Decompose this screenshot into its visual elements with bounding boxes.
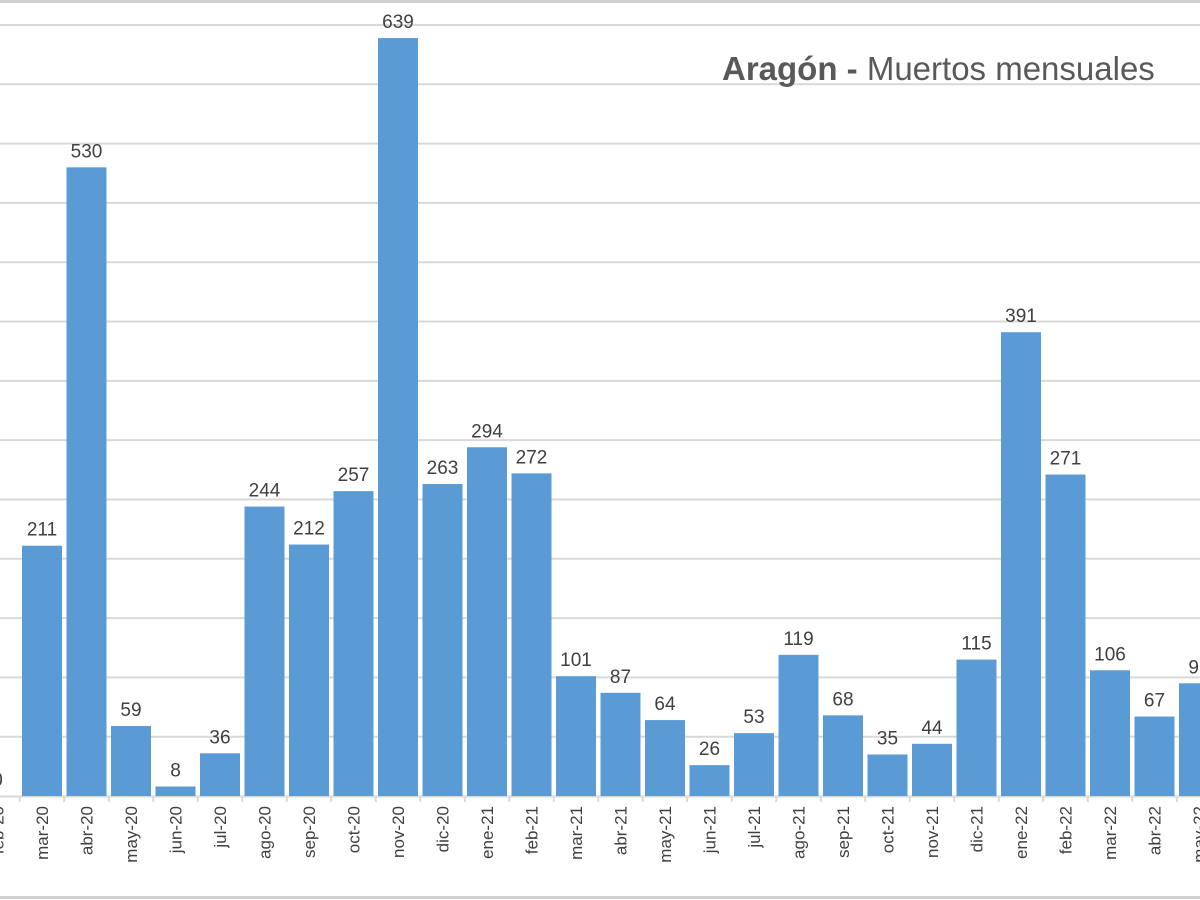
chart-title-bold: Aragón - <box>722 50 858 87</box>
data-label: 257 <box>338 465 370 486</box>
bar-mar-20 <box>22 545 62 796</box>
bar-nov-20 <box>378 38 418 797</box>
x-tick-label: sep-21 <box>834 806 853 858</box>
data-label: 87 <box>610 667 631 688</box>
x-tick-label: may-22 <box>1190 806 1200 863</box>
bar-nov-21 <box>912 743 952 796</box>
data-label: 64 <box>654 694 676 715</box>
data-label: 44 <box>921 718 943 739</box>
x-tick-label: abr-21 <box>612 806 631 855</box>
x-tick-label: mar-20 <box>33 806 52 860</box>
data-label: 119 <box>783 629 813 650</box>
bar-ene-21 <box>467 447 507 796</box>
data-label: 263 <box>427 458 459 479</box>
x-tick-labels: feb-20 mar-20 abr-20 may-20 jun-20 jul-20 ago-… <box>0 806 1200 863</box>
data-label: 68 <box>832 689 853 710</box>
data-label: 391 <box>1005 306 1037 327</box>
x-tick-label: sep-20 <box>300 806 319 858</box>
data-label: 35 <box>877 728 898 749</box>
data-label: 59 <box>120 700 141 721</box>
chart-title-rest: Muertos mensuales <box>858 50 1155 87</box>
bar-sep-20 <box>289 544 329 796</box>
bar-may-21 <box>645 720 685 796</box>
x-tick-label: nov-20 <box>389 806 408 858</box>
x-tick-label: abr-22 <box>1146 806 1165 855</box>
data-label: 0 <box>0 770 3 791</box>
data-label: 67 <box>1144 691 1165 712</box>
bar-may-22 <box>1179 683 1200 796</box>
data-label: 101 <box>560 650 592 671</box>
data-label: 115 <box>961 634 991 655</box>
bars <box>22 38 1200 797</box>
bar-dic-20 <box>422 484 463 796</box>
x-tick-label: mar-22 <box>1101 806 1120 860</box>
data-label: 212 <box>293 519 325 540</box>
data-label: 211 <box>27 520 57 541</box>
x-tick-label: dic-20 <box>434 806 453 852</box>
x-tick-label: dic-21 <box>968 806 987 852</box>
bar-abr-22 <box>1134 716 1175 796</box>
bar-jul-21 <box>734 733 774 796</box>
data-label: 95 <box>1188 657 1200 678</box>
x-tick-label: ene-21 <box>478 806 497 859</box>
bar-dic-21 <box>956 659 997 796</box>
bar-oct-20 <box>333 491 374 796</box>
data-label: 106 <box>1094 644 1126 665</box>
bar-jun-20 <box>155 786 196 796</box>
data-label: 639 <box>382 12 414 33</box>
bar-abr-21 <box>600 692 641 796</box>
data-label: 244 <box>249 481 281 502</box>
bar-sep-21 <box>823 715 863 796</box>
x-tick-label: may-20 <box>122 806 141 863</box>
x-tick-label: jul-21 <box>745 806 764 849</box>
bar-may-20 <box>111 726 151 796</box>
data-label: 272 <box>516 447 548 468</box>
bar-abr-20 <box>66 167 107 797</box>
data-labels: 0 211 530 59 8 36 244 212 257 639 263 294 272 101 87 64… <box>0 12 1200 791</box>
x-tick-label: ago-21 <box>790 806 809 859</box>
bar-ene-22 <box>1001 332 1041 796</box>
bar-ago-20 <box>244 506 285 796</box>
data-label: 36 <box>209 727 230 748</box>
x-tick-label: oct-20 <box>345 806 364 853</box>
x-tick-label: abr-20 <box>78 806 97 855</box>
x-tick-label: oct-21 <box>879 806 898 853</box>
data-label: 294 <box>471 421 503 442</box>
x-tick-label: feb-21 <box>523 806 542 854</box>
bar-feb-22 <box>1045 474 1086 796</box>
x-tick-label: ago-20 <box>256 806 275 859</box>
x-tick-label: feb-22 <box>1057 806 1076 854</box>
x-tick-label: jul-20 <box>211 806 230 849</box>
data-label: 8 <box>170 761 181 782</box>
x-tick-label: jun-21 <box>701 806 720 854</box>
chart-title: Aragón - Muertos mensuales <box>722 50 1155 87</box>
bar-jul-20 <box>200 753 240 796</box>
bar-feb-21 <box>511 473 552 796</box>
bar-oct-21 <box>867 754 908 796</box>
x-tick-label: feb-20 <box>0 806 8 854</box>
x-tick-label: may-21 <box>656 806 675 863</box>
data-label: 271 <box>1050 449 1082 470</box>
bar-ago-21 <box>778 654 819 796</box>
bar-mar-21 <box>556 676 596 796</box>
x-tick-label: nov-21 <box>923 806 942 858</box>
data-label: 530 <box>71 141 103 162</box>
x-tick-label: ene-22 <box>1012 806 1031 859</box>
data-label: 53 <box>743 707 764 728</box>
data-label: 26 <box>699 739 720 760</box>
x-tick-label: mar-21 <box>567 806 586 860</box>
bar-mar-22 <box>1090 670 1130 796</box>
x-tick-label: jun-20 <box>167 806 186 854</box>
bar-jun-21 <box>689 765 730 796</box>
